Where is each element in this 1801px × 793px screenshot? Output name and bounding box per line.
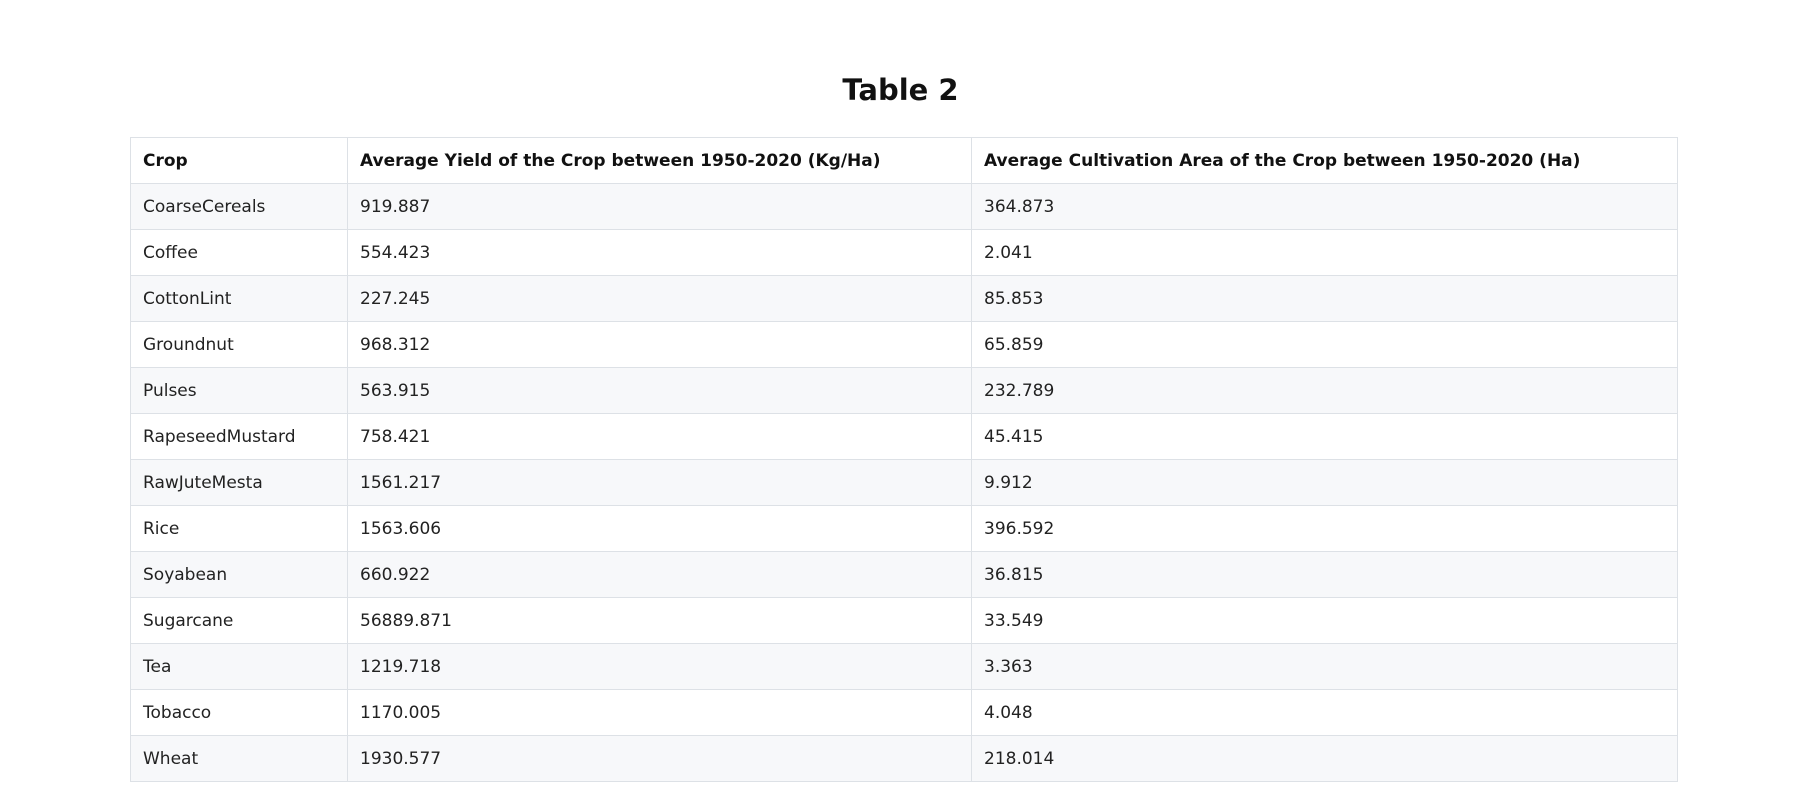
table-row: Soyabean 660.922 36.815 (130, 551, 1678, 598)
cell-area: 85.853 (971, 275, 1678, 322)
cell-yield: 919.887 (347, 183, 972, 230)
cell-area: 3.363 (971, 643, 1678, 690)
table-row: Tea 1219.718 3.363 (130, 643, 1678, 690)
table-row: Sugarcane 56889.871 33.549 (130, 597, 1678, 644)
cell-crop: Coffee (130, 229, 348, 276)
cell-yield: 1563.606 (347, 505, 972, 552)
cell-area: 9.912 (971, 459, 1678, 506)
page-title: Table 2 (842, 73, 959, 107)
cell-crop: Pulses (130, 367, 348, 414)
cell-yield: 56889.871 (347, 597, 972, 644)
cell-area: 45.415 (971, 413, 1678, 460)
cell-yield: 758.421 (347, 413, 972, 460)
header-average-cultivation-area: Average Cultivation Area of the Crop bet… (971, 137, 1678, 184)
table-row: RapeseedMustard 758.421 45.415 (130, 413, 1678, 460)
table-row: RawJuteMesta 1561.217 9.912 (130, 459, 1678, 506)
table-row: CoarseCereals 919.887 364.873 (130, 183, 1678, 230)
cell-area: 4.048 (971, 689, 1678, 736)
header-row: Crop Average Yield of the Crop between 1… (130, 137, 1678, 184)
table-row: CottonLint 227.245 85.853 (130, 275, 1678, 322)
cell-crop: Sugarcane (130, 597, 348, 644)
cell-crop: Rice (130, 505, 348, 552)
cell-yield: 227.245 (347, 275, 972, 322)
cell-crop: Soyabean (130, 551, 348, 598)
table-row: Groundnut 968.312 65.859 (130, 321, 1678, 368)
cell-yield: 1219.718 (347, 643, 972, 690)
table-row: Wheat 1930.577 218.014 (130, 735, 1678, 782)
cell-crop: Groundnut (130, 321, 348, 368)
cell-crop: Tea (130, 643, 348, 690)
table-header: Crop Average Yield of the Crop between 1… (130, 137, 1678, 184)
table-row: Tobacco 1170.005 4.048 (130, 689, 1678, 736)
cell-crop: Wheat (130, 735, 348, 782)
header-average-yield: Average Yield of the Crop between 1950-2… (347, 137, 972, 184)
cell-yield: 554.423 (347, 229, 972, 276)
cell-crop: CoarseCereals (130, 183, 348, 230)
header-crop: Crop (130, 137, 348, 184)
cell-crop: RawJuteMesta (130, 459, 348, 506)
cell-crop: CottonLint (130, 275, 348, 322)
cell-yield: 1930.577 (347, 735, 972, 782)
crop-data-table: Crop Average Yield of the Crop between 1… (130, 137, 1678, 782)
cell-area: 33.549 (971, 597, 1678, 644)
table-row: Coffee 554.423 2.041 (130, 229, 1678, 276)
cell-yield: 1170.005 (347, 689, 972, 736)
cell-yield: 660.922 (347, 551, 972, 598)
cell-yield: 563.915 (347, 367, 972, 414)
table-row: Pulses 563.915 232.789 (130, 367, 1678, 414)
cell-crop: Tobacco (130, 689, 348, 736)
cell-area: 364.873 (971, 183, 1678, 230)
cell-yield: 968.312 (347, 321, 972, 368)
cell-area: 232.789 (971, 367, 1678, 414)
cell-area: 396.592 (971, 505, 1678, 552)
cell-crop: RapeseedMustard (130, 413, 348, 460)
cell-area: 218.014 (971, 735, 1678, 782)
cell-area: 36.815 (971, 551, 1678, 598)
cell-area: 65.859 (971, 321, 1678, 368)
table-body: CoarseCereals 919.887 364.873 Coffee 554… (130, 183, 1678, 782)
cell-area: 2.041 (971, 229, 1678, 276)
table-row: Rice 1563.606 396.592 (130, 505, 1678, 552)
cell-yield: 1561.217 (347, 459, 972, 506)
